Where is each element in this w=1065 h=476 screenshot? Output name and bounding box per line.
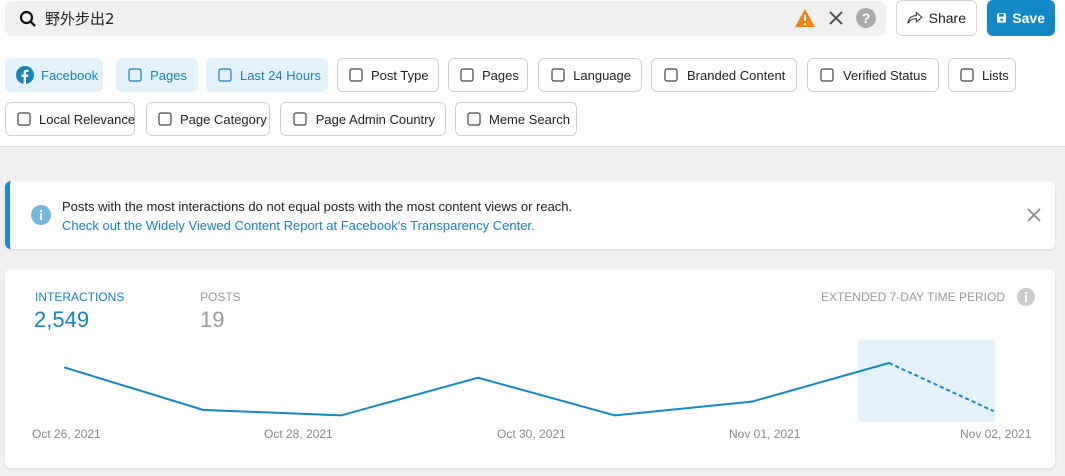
top-bar: ? Share Save Facebook Pages Last 24 Hours P… [0,0,1065,147]
filter-label: Pages [150,67,187,83]
filter-label: Post Type [371,67,429,83]
posts-label: POSTS [200,290,241,304]
filter-label: Page Category [180,111,267,127]
filter-pages[interactable]: Pages [116,58,198,92]
filter-label: Last 24 Hours [240,67,321,83]
image-icon [348,66,364,84]
filter-branded-content[interactable]: Branded Content [651,58,797,92]
data-point[interactable] [202,408,204,411]
data-point[interactable] [477,376,479,379]
filter-label: Local Relevance [39,111,136,127]
id-card-icon [459,66,475,84]
share-icon [907,11,923,24]
filter-page-admin-country[interactable]: Page Admin Country [280,102,446,136]
x-tick-label: Oct 30, 2021 [497,427,566,441]
filter-label: Pages [482,67,519,83]
data-point[interactable] [614,414,616,417]
line-segment [340,376,479,417]
close-icon[interactable] [828,10,844,26]
filter-lists[interactable]: Lists [948,58,1016,92]
x-tick-label: Oct 26, 2021 [32,427,101,441]
list-icon [959,66,975,84]
close-icon[interactable] [1027,208,1041,222]
filter-post-type[interactable]: Post Type [337,58,439,92]
data-point[interactable] [64,366,66,369]
document-icon [157,110,173,128]
filter-label: Meme Search [489,111,570,127]
interactions-line-chart [64,340,995,422]
calendar-icon [217,66,233,84]
save-icon [997,13,1007,23]
users-icon [127,66,143,84]
save-label: Save [1012,10,1045,26]
line-segment [751,362,890,403]
extended-period-highlight [858,340,995,422]
data-point[interactable] [888,362,890,364]
filter-pages[interactable]: Pages [448,58,528,92]
filter-label: Branded Content [687,67,786,83]
svg-text:?: ? [862,10,871,26]
warning-icon [795,9,815,27]
x-tick-label: Oct 28, 2021 [264,427,333,441]
language-icon [549,66,566,84]
filter-label: Facebook [41,67,99,83]
meme-icon [466,110,482,128]
share-label: Share [928,10,966,26]
filter-page-category[interactable]: Page Category [146,102,270,136]
filter-label: Page Admin Country [315,111,435,127]
transparency-link[interactable]: Check out the Widely Viewed Content Repo… [62,218,535,233]
extended-period-label: EXTENDED 7-DAY TIME PERIOD [820,290,1005,304]
posts-value: 19 [200,307,225,332]
filter-meme-search[interactable]: Meme Search [455,102,577,136]
chart-card: INTERACTIONS 2,549 POSTS 19 EXTENDED 7-D… [5,269,1055,468]
interactions-value: 2,549 [34,307,90,332]
filter-label: Language [573,67,631,83]
info-icon [31,205,51,225]
filter-label: Lists [982,67,1009,83]
x-tick-label: Nov 01, 2021 [729,427,801,441]
filter-label: Verified Status [843,67,927,83]
info-icon[interactable] [1017,288,1035,306]
facebook-icon [16,66,34,84]
interactions-label: INTERACTIONS [35,290,125,304]
info-alert: Posts with the most interactions do not … [5,181,1055,249]
filter-verified-status[interactable]: Verified Status [807,58,939,92]
search-bar[interactable]: ? [5,1,886,36]
search-icon [19,10,36,27]
help-icon[interactable]: ? [856,8,876,28]
globe-icon [291,110,309,128]
data-point[interactable] [340,414,342,417]
alert-text: Posts with the most interactions do not … [62,199,573,214]
filter-language[interactable]: Language [538,58,642,92]
data-point[interactable] [992,409,994,412]
filter-local-relevance[interactable]: Local Relevance [5,102,135,136]
handshake-icon [662,66,680,84]
search-input[interactable] [45,9,745,28]
line-segment [888,362,994,412]
save-button[interactable]: Save [987,0,1055,36]
filter-facebook[interactable]: Facebook [5,58,103,92]
x-tick-label: Nov 02, 2021 [960,427,1032,441]
line-segment [477,376,616,417]
data-point[interactable] [751,400,753,403]
location-icon [16,110,32,128]
line-segment [614,400,753,417]
line-segment [202,408,342,417]
user-check-icon [818,66,836,84]
share-button[interactable]: Share [896,0,977,36]
filter-last-24-hours[interactable]: Last 24 Hours [206,58,328,92]
line-segment [64,366,204,411]
